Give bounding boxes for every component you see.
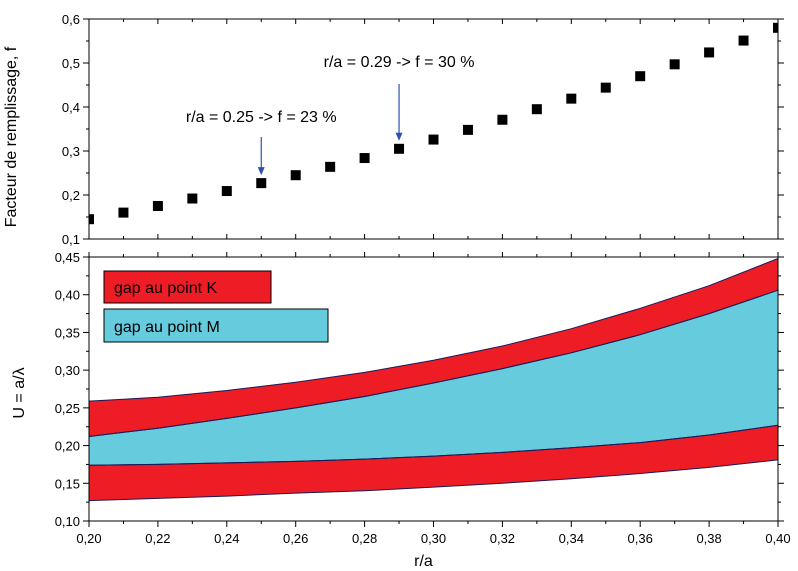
- legend: gap au point K gap au point M: [103, 270, 329, 343]
- data-point: [89, 214, 94, 225]
- bottom-x-ticks: 0,20 0,22 0,24 0,26 0,28 0,30 0,32 0,34 0,36 0,38…: [76, 252, 791, 546]
- bottom-y-tick-label: 0,20: [55, 439, 80, 454]
- annotations: r/a = 0.25 -> f = 23 % r/a = 0.29 -> f = …: [186, 54, 475, 176]
- band-edge-line: [88, 258, 779, 402]
- gap-k-band: [89, 425, 778, 501]
- gap-m-band: [89, 290, 778, 466]
- bottom-y-axis-label: U = a/λ: [11, 367, 28, 418]
- band-gap-panel: 0,100,150,200,250,300,350,400,45 0,20 0,2…: [11, 250, 791, 570]
- top-y-axis-label: Facteur de remplissage, f: [3, 46, 20, 227]
- data-point: [394, 143, 405, 154]
- bottom-y-tick-label: 0,10: [55, 514, 80, 529]
- gap-k-band: [89, 258, 778, 437]
- legend-swatch-gap-k: [103, 270, 272, 304]
- bottom-x-tick-label: 0,28: [352, 531, 377, 546]
- annotation-label: r/a = 0.29 -> f = 30 %: [324, 54, 475, 71]
- top-y-tick-label: 0,2: [62, 188, 80, 203]
- bottom-x-tick-label: 0,36: [628, 531, 653, 546]
- bottom-x-tick-label: 0,30: [421, 531, 446, 546]
- data-point: [635, 71, 646, 82]
- data-point: [428, 134, 439, 145]
- bottom-y-tick-label: 0,45: [55, 250, 80, 265]
- fill-factor-points: [89, 22, 778, 225]
- legend-label-gap-k: gap au point K: [114, 280, 218, 297]
- annotation-arrow-head: [395, 132, 403, 141]
- annotation-label: r/a = 0.25 -> f = 23 %: [186, 109, 337, 126]
- data-point: [152, 201, 163, 211]
- data-point: [497, 114, 508, 125]
- top-y-tick-label: 0,6: [62, 12, 80, 27]
- data-point: [290, 170, 301, 181]
- gap-bands: [88, 258, 779, 502]
- data-point: [600, 82, 611, 93]
- data-point: [359, 153, 370, 164]
- top-y-ticks: 0,1 0,2 0,3 0,4 0,5 0,6: [62, 12, 784, 247]
- bottom-y-tick-label: 0,15: [55, 476, 80, 491]
- band-edge-line: [88, 424, 779, 466]
- top-y-tick-label: 0,3: [62, 144, 80, 159]
- top-x-ticks: [88, 19, 779, 239]
- data-point: [738, 35, 749, 46]
- legend-swatch-gap-m: [103, 308, 329, 343]
- top-plot-frame: [88, 18, 779, 240]
- annotation-arrow-head: [257, 167, 265, 176]
- bottom-y-tick-label: 0,40: [55, 288, 80, 303]
- data-point: [221, 186, 232, 197]
- data-point: [531, 104, 542, 115]
- data-point: [256, 178, 267, 189]
- bottom-y-tick-label: 0,35: [55, 325, 80, 340]
- bottom-x-tick-label: 0,22: [145, 531, 170, 546]
- bottom-x-tick-label: 0,32: [490, 531, 515, 546]
- bottom-x-tick-label: 0,34: [559, 531, 584, 546]
- data-point: [669, 59, 680, 70]
- legend-label-gap-m: gap au point M: [114, 319, 220, 336]
- bottom-y-tick-label: 0,25: [55, 401, 80, 416]
- x-axis-label: r/a: [414, 553, 433, 570]
- bottom-y-tick-label: 0,30: [55, 363, 80, 378]
- data-point: [773, 22, 778, 33]
- band-edge-line: [88, 459, 779, 502]
- top-y-tick-label: 0,1: [62, 232, 80, 247]
- bottom-x-tick-label: 0,26: [283, 531, 308, 546]
- bottom-x-tick-label: 0,20: [76, 531, 101, 546]
- data-point: [462, 124, 473, 135]
- bottom-y-ticks: 0,10 0,15 0,20 0,25 0,30 0,35 0,40 0,45: [55, 250, 784, 529]
- bottom-x-tick-label: 0,24: [214, 531, 239, 546]
- data-point: [325, 161, 336, 172]
- data-point: [704, 47, 715, 58]
- bottom-x-tick-label: 0,40: [765, 531, 790, 546]
- bottom-x-tick-label: 0,38: [696, 531, 721, 546]
- fill-factor-panel: 0,1 0,2 0,3 0,4 0,5 0,6 r/a = 0.25 -> f = 23 …: [3, 12, 784, 247]
- data-point: [566, 93, 577, 104]
- data-point: [118, 207, 129, 218]
- top-y-tick-label: 0,4: [62, 100, 80, 115]
- data-point: [187, 193, 198, 204]
- top-y-tick-label: 0,5: [62, 56, 80, 71]
- band-edge-line: [88, 289, 779, 437]
